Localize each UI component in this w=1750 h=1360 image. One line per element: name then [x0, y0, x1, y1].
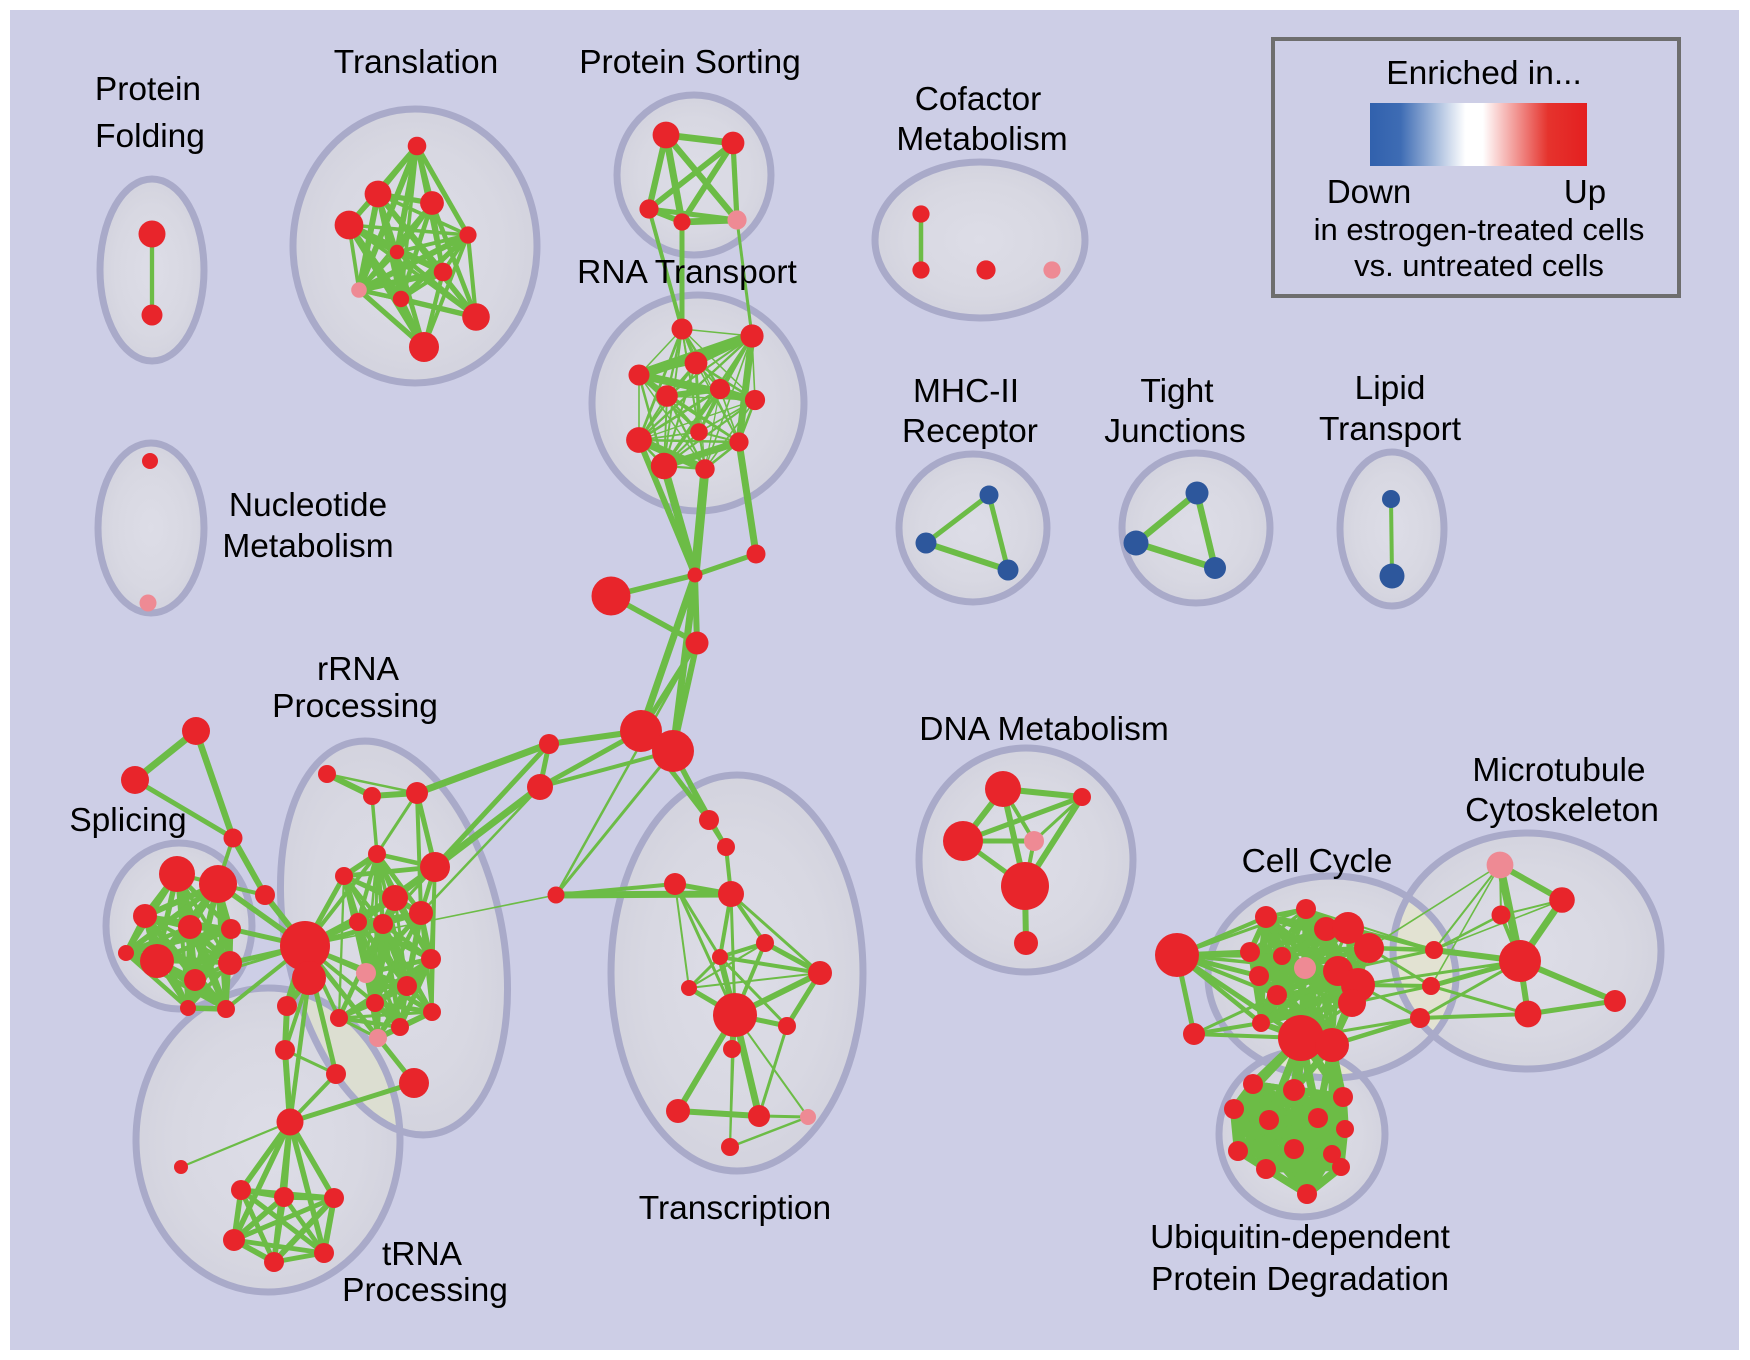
svg-text:RNA Transport: RNA Transport	[577, 254, 797, 291]
svg-text:Metabolism: Metabolism	[896, 121, 1067, 158]
svg-text:in estrogen-treated cells: in estrogen-treated cells	[1314, 212, 1645, 247]
svg-text:MHC-II: MHC-II	[913, 373, 1019, 410]
svg-text:Down: Down	[1327, 173, 1411, 210]
svg-text:Ubiquitin-dependent: Ubiquitin-dependent	[1150, 1219, 1451, 1256]
svg-text:Tight: Tight	[1140, 373, 1214, 410]
svg-text:Cell Cycle: Cell Cycle	[1242, 843, 1393, 880]
svg-text:Microtubule: Microtubule	[1472, 752, 1645, 789]
svg-text:Processing: Processing	[342, 1272, 508, 1309]
svg-text:Metabolism: Metabolism	[222, 528, 393, 565]
svg-text:Cytoskeleton: Cytoskeleton	[1465, 792, 1659, 829]
svg-text:Transport: Transport	[1319, 411, 1462, 448]
svg-text:Translation: Translation	[334, 44, 498, 81]
svg-text:Junctions: Junctions	[1104, 413, 1246, 450]
svg-text:tRNA: tRNA	[382, 1236, 463, 1273]
svg-text:DNA Metabolism: DNA Metabolism	[919, 711, 1168, 748]
svg-text:Cofactor: Cofactor	[915, 81, 1042, 118]
svg-text:Enriched in...: Enriched in...	[1386, 55, 1582, 92]
svg-text:Splicing: Splicing	[69, 802, 186, 839]
svg-text:Protein: Protein	[95, 71, 201, 108]
svg-text:Up: Up	[1564, 173, 1606, 210]
svg-text:Nucleotide: Nucleotide	[229, 487, 387, 524]
svg-text:Folding: Folding	[95, 118, 205, 155]
svg-text:Receptor: Receptor	[902, 413, 1038, 450]
svg-text:Processing: Processing	[272, 688, 438, 725]
svg-text:Protein Sorting: Protein Sorting	[579, 44, 801, 81]
svg-text:Lipid: Lipid	[1355, 370, 1426, 407]
svg-text:Transcription: Transcription	[639, 1190, 831, 1227]
svg-text:rRNA: rRNA	[317, 651, 400, 688]
svg-text:vs. untreated cells: vs. untreated cells	[1354, 248, 1604, 283]
svg-text:Protein Degradation: Protein Degradation	[1151, 1261, 1449, 1298]
